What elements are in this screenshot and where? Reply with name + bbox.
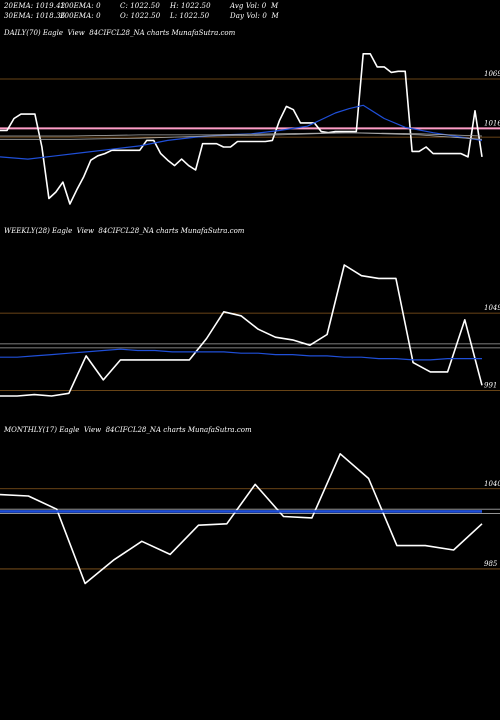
indicator-20ema: 20EMA: 1019.42 [4, 2, 66, 10]
weekly-series-1 [0, 348, 482, 361]
indicator-30ema: 30EMA: 1018.36 [4, 12, 66, 20]
price-open: O: 1022.50 [120, 12, 161, 20]
daily-level-label-0: 1069 [484, 70, 500, 78]
day-volume: Day Vol: 0 M [230, 12, 279, 20]
weekly-chart-title: WEEKLY(28) Eagle View 84CIFCL28_NA chart… [4, 227, 245, 235]
daily-level-label-1: 1016 [484, 119, 500, 127]
monthly-level-label-1: 985 [484, 560, 498, 568]
daily-series-2 [0, 132, 483, 140]
indicator-200ema: 200EMA: 0 [60, 12, 101, 20]
price-low: L: 1022.50 [170, 12, 210, 20]
price-high: H: 1022.50 [170, 2, 211, 10]
monthly-series-0 [0, 452, 483, 585]
monthly-level-label-0: 1040 [484, 480, 500, 488]
daily-series-0 [0, 52, 483, 205]
daily-series-3 [0, 132, 483, 137]
daily-chart-title: DAILY(70) Eagle View 84CIFCL28_NA charts… [4, 29, 236, 37]
indicator-100ema: 100EMA: 0 [60, 2, 101, 10]
price-close: C: 1022.50 [120, 2, 160, 10]
daily-series-1 [0, 104, 483, 160]
avg-volume: Avg Vol: 0 M [230, 2, 279, 10]
monthly-chart-title: MONTHLY(17) Eagle View 84CIFCL28_NA char… [4, 426, 252, 434]
weekly-level-label-1: 991 [484, 382, 497, 390]
weekly-series-0 [0, 264, 483, 397]
